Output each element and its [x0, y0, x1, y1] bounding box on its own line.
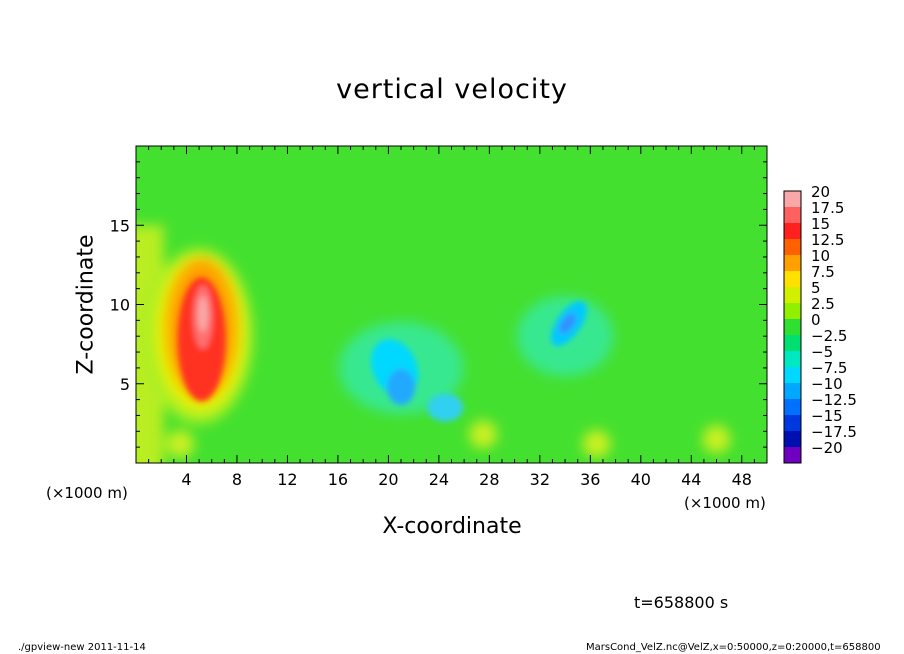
downdraft-core-2b: [559, 313, 577, 334]
surface-patch: [166, 429, 195, 458]
downdraft-tail-1: [427, 393, 464, 422]
colorbar-label: −15: [811, 407, 843, 425]
colorbar-label: 10: [811, 247, 830, 265]
colorbar-swatch: [784, 287, 801, 304]
x-tick-label: 48: [732, 470, 752, 489]
colorbar-label: −17.5: [811, 423, 857, 441]
x-tick-label: 28: [479, 470, 499, 489]
x-tick-label: 20: [378, 470, 398, 489]
colorbar-swatch: [784, 351, 801, 368]
colorbar-swatch: [784, 303, 801, 320]
colorbar-label: −2.5: [811, 327, 847, 345]
colorbar-swatch: [784, 431, 801, 448]
colorbar-swatch: [784, 319, 801, 336]
colorbar-label: −7.5: [811, 359, 847, 377]
colorbar-label: −20: [811, 439, 843, 457]
x-tick-label: 44: [681, 470, 701, 489]
y-tick-label: 5: [120, 375, 130, 394]
footer-right: MarsCond_VelZ.nc@VelZ,x=0:50000,z=0:2000…: [586, 642, 881, 653]
x-axis-label: X-coordinate: [382, 514, 522, 539]
colorbar-swatch: [784, 415, 801, 432]
y-tick-label: 15: [110, 216, 130, 235]
x-tick-label: 12: [277, 470, 297, 489]
colorbar-swatch: [784, 367, 801, 384]
y-axis-label: Z-coordinate: [73, 234, 99, 375]
colorbar-swatch: [784, 239, 801, 256]
colorbar-swatch: [784, 399, 801, 416]
colorbar-label: 20: [811, 183, 830, 201]
x-tick-label: 36: [580, 470, 600, 489]
colorbar-swatch: [784, 223, 801, 240]
x-tick-label: 4: [181, 470, 191, 489]
time-label: t=658800 s: [634, 593, 729, 612]
downdraft-core-1b: [387, 368, 416, 405]
colorbar-swatch: [784, 255, 801, 272]
colorbar-label: 15: [811, 215, 830, 233]
heatmap-field: [136, 146, 767, 463]
updraft-core-20: [197, 296, 208, 333]
colorbar-label: 0: [811, 311, 821, 329]
colorbar: 2017.51512.5107.552.50−2.5−5−7.5−10−12.5…: [783, 183, 857, 464]
colorbar-swatch: [784, 207, 801, 224]
colorbar-label: −10: [811, 375, 843, 393]
colorbar-label: 7.5: [811, 263, 835, 281]
colorbar-label: 12.5: [811, 231, 844, 249]
colorbar-label: 2.5: [811, 295, 835, 313]
y-tick-label: 10: [110, 296, 130, 315]
x-unit-right: (×1000 m): [684, 494, 766, 512]
colorbar-label: 17.5: [811, 199, 844, 217]
surface-patch: [582, 429, 611, 458]
colorbar-swatch: [784, 271, 801, 288]
footer-left: ./gpview-new 2011-11-14: [18, 642, 146, 653]
chart-title: vertical velocity: [336, 74, 568, 105]
surface-patch: [469, 420, 498, 449]
x-tick-label: 24: [429, 470, 449, 489]
colorbar-label: 5: [811, 279, 821, 297]
surface-patch: [702, 425, 731, 454]
x-tick-label: 32: [530, 470, 550, 489]
x-unit-left: (×1000 m): [46, 484, 128, 502]
colorbar-swatch: [784, 191, 801, 208]
colorbar-label: −5: [811, 343, 833, 361]
x-tick-label: 16: [328, 470, 348, 489]
colorbar-frame: [783, 190, 802, 464]
colorbar-label: −12.5: [811, 391, 857, 409]
field-core-layer: [177, 277, 587, 422]
x-tick-label: 40: [631, 470, 651, 489]
colorbar-swatch: [784, 447, 801, 464]
colorbar-swatch: [784, 383, 801, 400]
colorbar-swatch: [784, 335, 801, 352]
x-tick-label: 8: [232, 470, 242, 489]
